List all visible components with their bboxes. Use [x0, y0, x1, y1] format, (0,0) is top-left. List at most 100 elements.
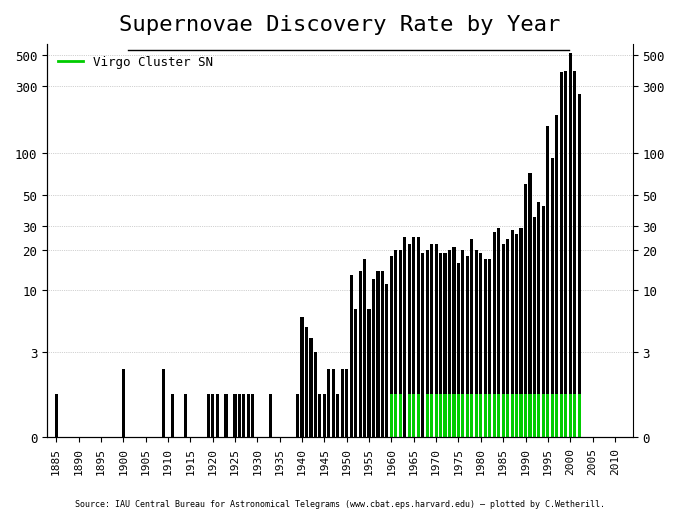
- Bar: [475, 250, 478, 437]
- Bar: [520, 229, 523, 437]
- Bar: [439, 394, 442, 437]
- Bar: [524, 185, 527, 437]
- Bar: [528, 173, 532, 437]
- Bar: [528, 394, 532, 437]
- Bar: [435, 394, 438, 437]
- Bar: [350, 275, 353, 437]
- Bar: [358, 271, 362, 437]
- Bar: [323, 394, 326, 437]
- Bar: [479, 394, 482, 437]
- Bar: [511, 231, 513, 437]
- Bar: [171, 394, 174, 437]
- Bar: [483, 394, 487, 437]
- Bar: [475, 394, 478, 437]
- Bar: [216, 394, 219, 437]
- Bar: [546, 127, 549, 437]
- Bar: [515, 394, 518, 437]
- Bar: [386, 285, 388, 437]
- Bar: [556, 394, 558, 437]
- Bar: [426, 250, 428, 437]
- Bar: [502, 245, 505, 437]
- Bar: [471, 394, 473, 437]
- Bar: [577, 394, 581, 437]
- Bar: [461, 394, 464, 437]
- Bar: [345, 370, 348, 437]
- Bar: [533, 394, 536, 437]
- Bar: [448, 250, 451, 437]
- Bar: [502, 394, 505, 437]
- Bar: [390, 257, 393, 437]
- Bar: [537, 394, 541, 437]
- Bar: [390, 394, 393, 437]
- Bar: [542, 394, 545, 437]
- Bar: [394, 250, 397, 437]
- Bar: [247, 394, 250, 437]
- Bar: [466, 394, 469, 437]
- Bar: [537, 203, 541, 437]
- Bar: [363, 260, 366, 437]
- Bar: [408, 394, 411, 437]
- Bar: [242, 394, 245, 437]
- Bar: [448, 394, 451, 437]
- Bar: [506, 394, 509, 437]
- Bar: [381, 271, 384, 437]
- Bar: [483, 260, 487, 437]
- Bar: [488, 394, 492, 437]
- Bar: [573, 72, 576, 437]
- Bar: [403, 237, 407, 437]
- Bar: [568, 394, 572, 437]
- Bar: [546, 394, 549, 437]
- Bar: [184, 394, 188, 437]
- Bar: [398, 250, 402, 437]
- Bar: [443, 394, 447, 437]
- Bar: [398, 394, 402, 437]
- Bar: [122, 370, 124, 437]
- Bar: [162, 370, 165, 437]
- Bar: [336, 394, 339, 437]
- Bar: [457, 394, 460, 437]
- Bar: [488, 260, 492, 437]
- Bar: [506, 240, 509, 437]
- Bar: [568, 54, 572, 437]
- Bar: [412, 237, 415, 437]
- Bar: [54, 394, 58, 437]
- Bar: [332, 370, 335, 437]
- Bar: [542, 207, 545, 437]
- Bar: [511, 394, 513, 437]
- Text: Source: IAU Central Bureau for Astronomical Telegrams (www.cbat.eps.harvard.edu): Source: IAU Central Bureau for Astronomi…: [75, 499, 605, 508]
- Title: Supernovae Discovery Rate by Year: Supernovae Discovery Rate by Year: [119, 15, 561, 35]
- Bar: [412, 394, 415, 437]
- Bar: [479, 253, 482, 437]
- Bar: [408, 245, 411, 437]
- Bar: [443, 253, 447, 437]
- Bar: [439, 253, 442, 437]
- Legend: Virgo Cluster SN: Virgo Cluster SN: [54, 51, 218, 74]
- Bar: [577, 95, 581, 437]
- Bar: [233, 394, 237, 437]
- Bar: [238, 394, 241, 437]
- Bar: [452, 394, 456, 437]
- Bar: [377, 271, 379, 437]
- Bar: [515, 235, 518, 437]
- Bar: [426, 394, 428, 437]
- Bar: [573, 394, 576, 437]
- Bar: [556, 116, 558, 437]
- Bar: [318, 394, 322, 437]
- Bar: [421, 253, 424, 437]
- Bar: [417, 394, 420, 437]
- Bar: [457, 263, 460, 437]
- Bar: [560, 73, 563, 437]
- Bar: [296, 394, 299, 437]
- Bar: [497, 394, 500, 437]
- Bar: [309, 338, 313, 437]
- Bar: [551, 394, 554, 437]
- Bar: [520, 394, 523, 437]
- Bar: [314, 352, 317, 437]
- Bar: [492, 394, 496, 437]
- Bar: [327, 370, 330, 437]
- Bar: [224, 394, 228, 437]
- Bar: [269, 394, 272, 437]
- Bar: [394, 394, 397, 437]
- Bar: [435, 245, 438, 437]
- Bar: [430, 245, 433, 437]
